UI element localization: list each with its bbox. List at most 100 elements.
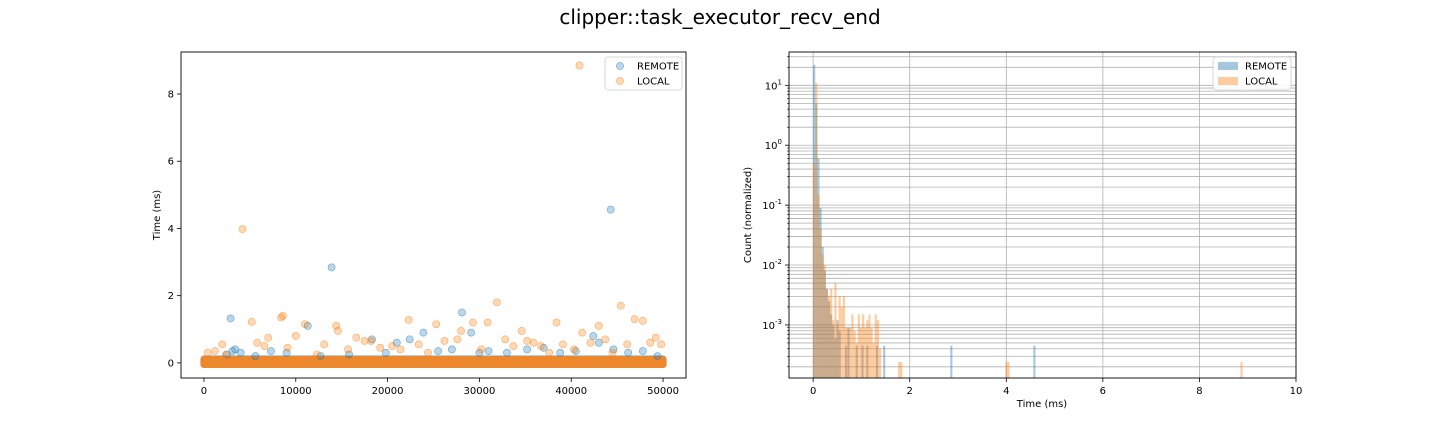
y-tick-label: 10-3: [762, 318, 782, 332]
histogram-bar-remote: [825, 288, 829, 378]
scatter-point-remote: [316, 352, 325, 361]
scatter-point-local: [344, 345, 353, 354]
scatter-point-local: [211, 347, 219, 356]
scatter-point-remote: [251, 352, 260, 361]
scatter-point-remote: [381, 348, 390, 357]
scatter-point-remote: [267, 347, 275, 356]
histogram-bar-remote: [1033, 345, 1036, 378]
scatter-point-local: [623, 340, 632, 349]
scatter-point-remote: [624, 348, 633, 357]
histogram-bar-local: [813, 163, 816, 378]
scatter-y-axis-label: Time (ms): [152, 190, 163, 242]
x-tick-label: 0: [810, 386, 816, 397]
scatter-points: [200, 61, 667, 369]
histogram-bar-local: [842, 296, 846, 378]
scatter-point-local: [301, 320, 309, 329]
x-tick-label: 0: [201, 386, 207, 397]
histogram-bar-local: [836, 324, 839, 378]
histogram-bar-local: [876, 320, 880, 378]
histogram-bar-remote: [836, 320, 839, 378]
scatter-point-local: [517, 327, 526, 335]
histogram-y-axis: 101 100 10-1 10-2 10-3: [762, 56, 789, 368]
x-tick-label: 2: [907, 386, 913, 397]
scatter-point-local: [218, 340, 227, 349]
scatter-point-local: [352, 333, 361, 342]
scatter-point-remote: [405, 335, 414, 344]
scatter-axes-frame: [180, 51, 687, 379]
scatter-chart: 0 10000 20000 30000 40000 50000 0 2 4 6 8 Time (m…: [152, 51, 687, 397]
scatter-point-local: [492, 298, 501, 307]
scatter-point-local: [638, 316, 647, 325]
histogram-bar-local: [845, 327, 848, 378]
histogram-bar-local: [828, 296, 831, 378]
histogram-bar-remote: [828, 301, 831, 378]
scatter-point-local: [469, 318, 477, 327]
y-tick-label: 100: [765, 138, 782, 152]
histogram-bar-local: [832, 320, 835, 378]
scatter-point-local: [291, 332, 300, 340]
scatter-point-local: [260, 342, 269, 350]
histogram-bar-remote: [817, 158, 820, 378]
histogram-bar-remote: [830, 314, 833, 378]
histogram-bar-remote: [815, 103, 818, 378]
histogram-bar-remote: [813, 64, 816, 378]
scatter-point-local: [594, 322, 603, 330]
histogram-bar-local: [866, 320, 869, 378]
x-tick-label: 20000: [372, 386, 404, 397]
scatter-point-local: [657, 340, 666, 349]
scatter-point-local: [283, 343, 292, 352]
histogram-bar-remote: [832, 324, 835, 378]
scatter-point-remote: [236, 348, 245, 357]
histogram-bar-local: [830, 288, 833, 378]
histogram-bar-remote: [950, 345, 953, 378]
scatter-point-local: [616, 301, 625, 310]
scatter-point-remote: [467, 328, 476, 337]
scatter-point-local: [388, 342, 397, 350]
legend-label-local: LOCAL: [637, 77, 670, 88]
scatter-point-local: [559, 340, 567, 349]
scatter-point-remote: [458, 308, 466, 317]
histogram-bar-local: [1240, 362, 1243, 378]
scatter-point-local: [575, 61, 584, 70]
y-tick-label: 0: [168, 358, 174, 369]
legend-label-remote: REMOTE: [637, 62, 679, 73]
scatter-point-local: [253, 338, 262, 347]
histogram-bar-remote: [875, 345, 879, 378]
histogram-axes-frame: [788, 51, 1297, 379]
scatter-point-local: [424, 348, 432, 357]
scatter-point-local: [608, 348, 617, 357]
scatter-point-local: [360, 337, 369, 345]
scatter-point-remote: [434, 347, 442, 356]
legend-frame: [604, 56, 683, 91]
scatter-point-local: [264, 333, 273, 342]
histogram-bar-local: [840, 306, 843, 378]
scatter-point-remote: [606, 205, 615, 214]
histogram-bar-local: [874, 314, 877, 378]
histogram-bar-local: [900, 362, 903, 378]
scatter-point-local: [279, 311, 287, 320]
scatter-legend: REMOTE LOCAL: [604, 56, 683, 91]
scatter-point-local: [238, 225, 247, 234]
histogram-bar-local: [819, 228, 822, 378]
scatter-point-local: [552, 318, 561, 327]
scatter-point-local: [367, 337, 375, 345]
histogram-grid: [789, 52, 1297, 378]
scatter-point-local: [376, 343, 385, 352]
histogram-bar-remote: [847, 327, 850, 378]
scatter-point-remote: [594, 338, 603, 347]
scatter-point-local: [545, 348, 554, 357]
scatter-point-local: [601, 335, 610, 344]
histogram-bar-local: [823, 265, 826, 378]
y-tick-label: 10-2: [762, 258, 782, 272]
histogram-bar-remote: [834, 338, 837, 378]
scatter-point-local: [414, 340, 423, 349]
scatter-point-local: [332, 322, 341, 330]
x-tick-label: 10: [1290, 386, 1303, 397]
scatter-point-remote: [503, 348, 511, 357]
scatter-point-remote: [638, 347, 647, 356]
y-tick-label: 8: [168, 90, 174, 101]
legend-marker-remote: [616, 62, 624, 70]
histogram-bar-remote: [866, 345, 869, 378]
x-tick-label: 40000: [555, 386, 587, 397]
x-tick-label: 4: [1003, 386, 1009, 397]
